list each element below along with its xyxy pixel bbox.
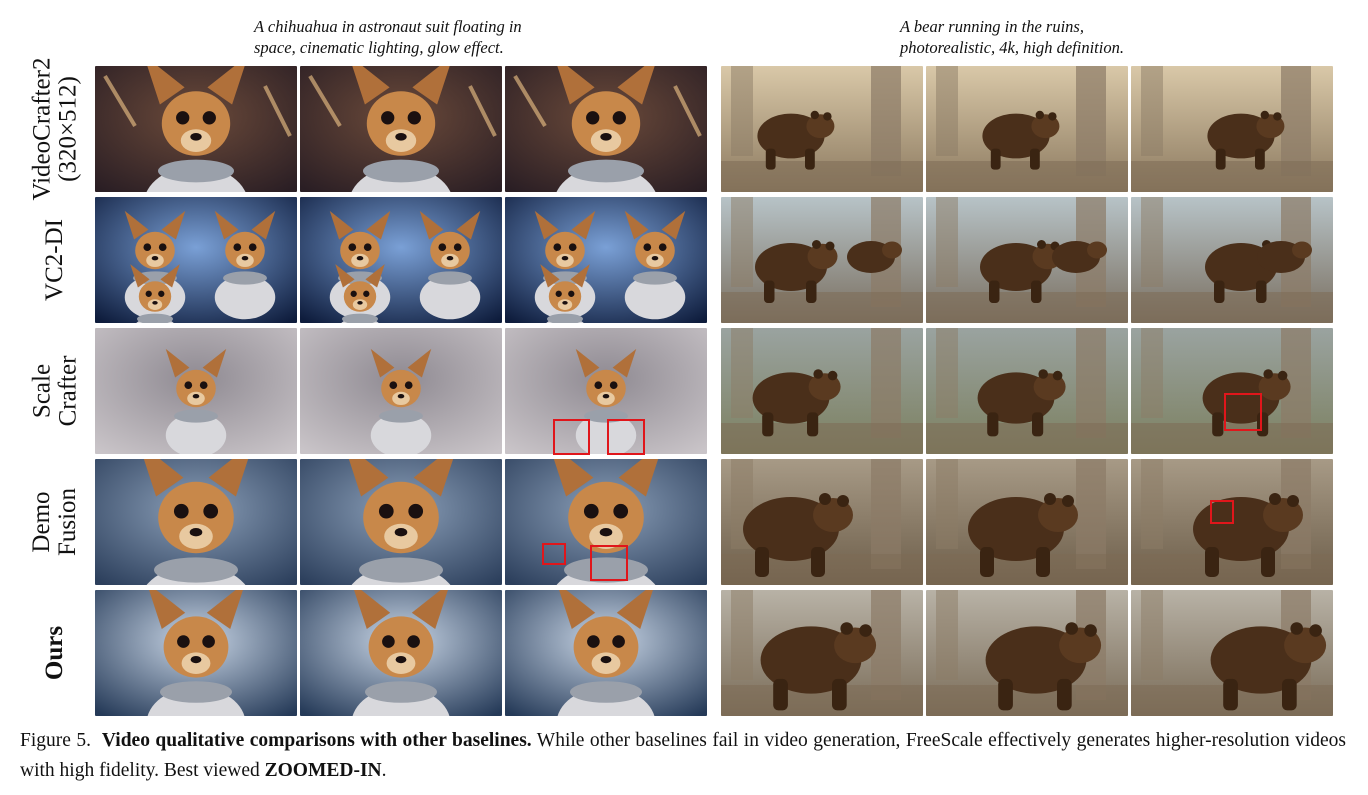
prompt-line: photorealistic, 4k, high definition. [900,38,1124,57]
video-frame-bear [721,328,923,454]
video-frame-chihuahua [505,459,707,585]
row-label-line: VideoCrafter2 [28,57,56,201]
video-frame-chihuahua [95,197,297,323]
row-label-line: Crafter [54,355,82,427]
artifact-highlight-box [542,543,566,565]
artifact-highlight-box [553,419,590,455]
video-frame-bear [1131,197,1333,323]
video-frame-chihuahua [95,590,297,716]
video-frame-bear [1131,590,1333,716]
row-label-videocrafter2: VideoCrafter2 (320×512) [20,58,90,201]
row-label-line: (320×512) [54,76,82,182]
row-label-line: Scale [28,363,56,419]
row-label-line: Fusion [54,487,81,557]
video-frame-chihuahua [95,66,297,192]
video-frame-chihuahua [95,328,297,454]
video-frame-bear [926,459,1128,585]
video-frame-chihuahua [300,197,502,323]
caption-body: While other baselines fail in video gene… [20,730,1346,781]
artifact-highlight-box [1224,393,1262,431]
video-frame-chihuahua [300,590,502,716]
video-frame-bear [926,197,1128,323]
prompt-line: A bear running in the ruins, [900,17,1084,36]
video-frame-bear [721,590,923,716]
video-frame-chihuahua [505,590,707,716]
video-frame-bear [721,197,923,323]
row-label-line: Ours [41,625,68,681]
video-frame-chihuahua [505,66,707,192]
figure-caption: Figure 5. Video qualitative comparisons … [20,726,1346,786]
video-frame-chihuahua [505,328,707,454]
video-frame-bear [721,459,923,585]
row-label-demofusion: Demo Fusion [20,459,90,585]
row-label-line: Demo [28,491,55,553]
video-frame-chihuahua [300,66,502,192]
prompt-chihuahua: A chihuahua in astronaut suit floating i… [254,16,522,58]
video-frame-bear [1131,328,1333,454]
prompt-bear: A bear running in the ruins, photorealis… [900,16,1124,58]
video-frame-bear [926,66,1128,192]
caption-period: . [381,760,387,781]
figure-label: Figure 5. [20,730,91,751]
prompt-line: A chihuahua in astronaut suit floating i… [254,17,522,36]
video-frame-chihuahua [300,459,502,585]
row-label-scalecrafter: Scale Crafter [20,328,90,454]
artifact-highlight-box [1210,500,1234,524]
video-frame-chihuahua [505,197,707,323]
artifact-highlight-box [590,545,628,581]
artifact-highlight-box [607,419,645,455]
row-label-ours: Ours [20,590,90,716]
video-frame-bear [721,66,923,192]
caption-emphasis: ZOOMED-IN [264,760,382,781]
prompt-line: space, cinematic lighting, glow effect. [254,38,504,57]
video-frame-bear [926,328,1128,454]
video-frame-chihuahua [300,328,502,454]
row-label-line: VC2-DI [41,219,68,301]
video-frame-bear [926,590,1128,716]
video-frame-bear [1131,66,1333,192]
caption-title: Video qualitative comparisons with other… [101,730,532,751]
video-frame-chihuahua [95,459,297,585]
row-label-vc2-di: VC2-DI [20,197,90,323]
